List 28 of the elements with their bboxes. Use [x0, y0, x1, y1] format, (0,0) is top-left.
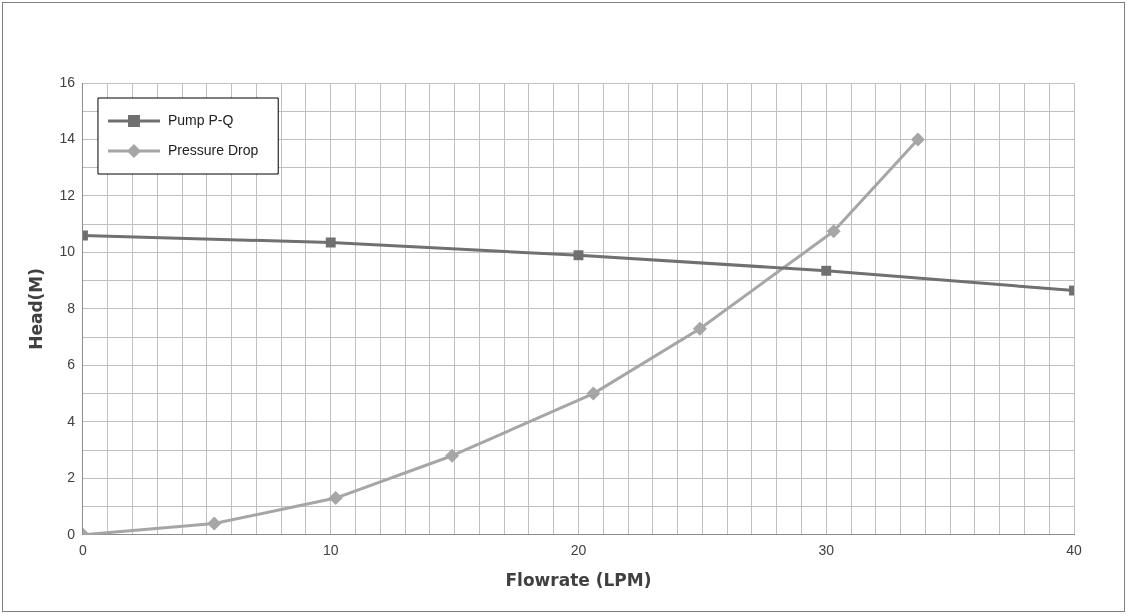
- point: [325, 237, 336, 248]
- point: [826, 224, 841, 239]
- y-tick-label: 8: [67, 299, 76, 316]
- x-axis-title: Flowrate (LPM): [505, 570, 652, 591]
- point: [445, 448, 460, 463]
- y-tick-label: 6: [67, 356, 76, 373]
- point: [573, 250, 584, 261]
- x-tick-label: 30: [818, 542, 835, 559]
- y-axis-title: Head(M): [25, 267, 46, 350]
- legend-label: Pressure Drop: [167, 141, 259, 158]
- legend-label: Pump P-Q: [167, 111, 234, 128]
- x-tick-label: 0: [79, 542, 88, 559]
- point: [586, 386, 601, 401]
- y-tick-label: 16: [59, 73, 76, 90]
- y-tick-label: 10: [59, 243, 76, 260]
- y-tick-label: 4: [67, 412, 76, 429]
- x-tick-label: 10: [322, 542, 339, 559]
- y-tick-label: 2: [67, 469, 76, 486]
- x-tick-label: 40: [1066, 542, 1082, 559]
- y-tick-label: 14: [59, 130, 76, 147]
- point: [821, 265, 832, 276]
- point: [207, 516, 222, 531]
- y-tick-label: 0: [67, 525, 76, 542]
- x-tick-label: 20: [570, 542, 587, 559]
- point: [692, 321, 707, 336]
- y-tick-label: 12: [59, 186, 76, 203]
- point: [328, 491, 343, 506]
- point: [910, 132, 925, 147]
